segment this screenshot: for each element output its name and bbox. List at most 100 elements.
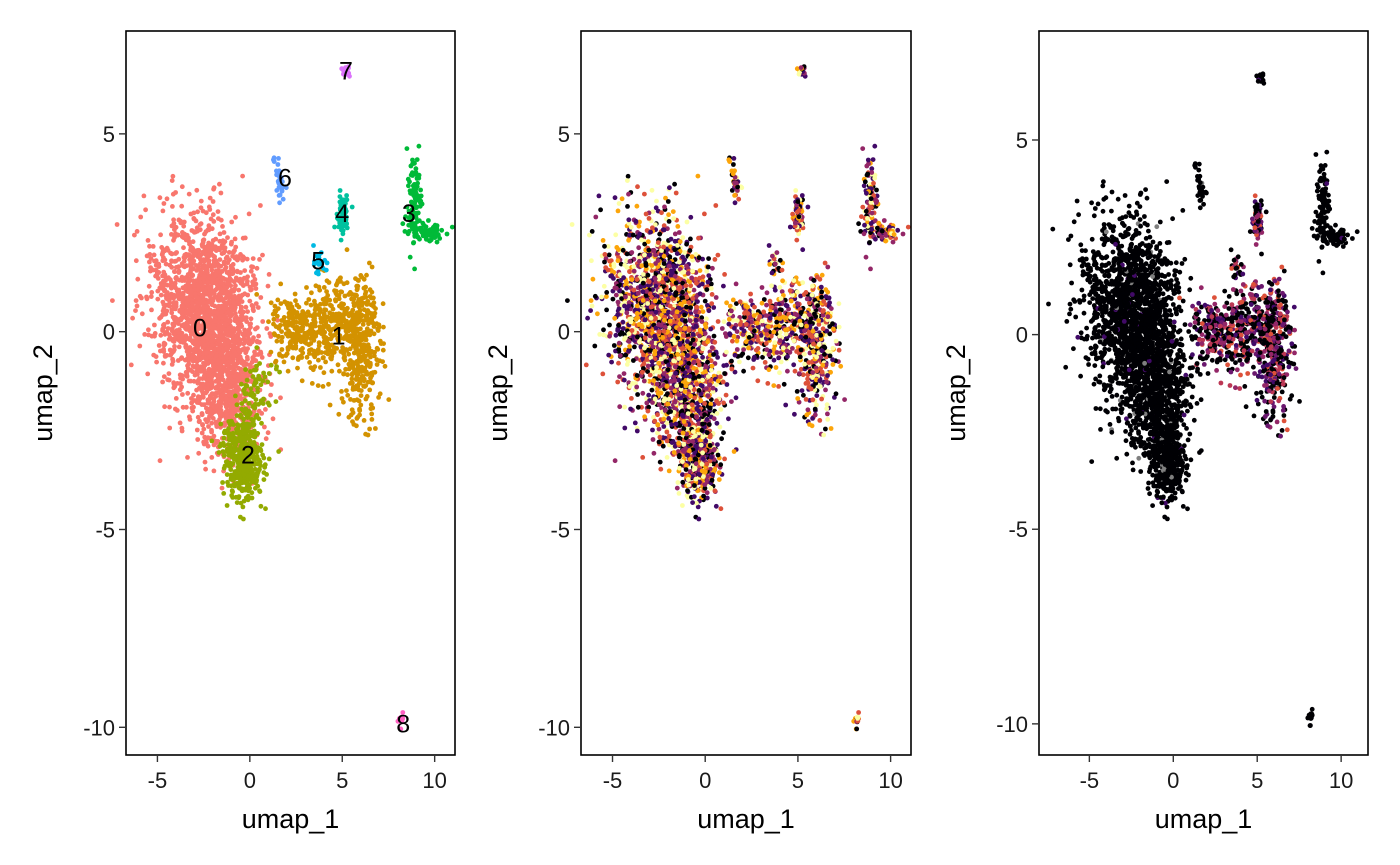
data-point [275, 317, 280, 323]
data-point [589, 258, 594, 264]
data-point [232, 248, 237, 253]
data-point [197, 396, 203, 402]
data-point [322, 338, 327, 344]
data-point [351, 422, 357, 427]
data-point [625, 204, 630, 209]
data-point [675, 224, 681, 229]
data-point [185, 455, 190, 460]
data-point [246, 401, 252, 406]
data-point [708, 286, 714, 291]
data-point [179, 384, 185, 390]
data-point [292, 340, 298, 345]
data-point [238, 317, 244, 323]
data-point [249, 430, 255, 436]
data-point [653, 205, 659, 211]
data-point [672, 181, 677, 187]
data-point [169, 285, 174, 291]
data-point [265, 283, 271, 289]
data-point [186, 378, 192, 384]
data-point [151, 252, 157, 258]
data-point [688, 236, 693, 242]
data-point [363, 284, 368, 290]
data-point [232, 236, 238, 242]
data-point [181, 245, 186, 251]
data-point [186, 361, 192, 367]
data-point [285, 368, 291, 374]
data-point [157, 458, 163, 464]
data-point [130, 315, 136, 321]
data-point [271, 157, 276, 163]
data-point [162, 353, 168, 358]
data-point [236, 494, 242, 499]
data-point [698, 304, 704, 310]
data-point [241, 516, 246, 522]
data-point [326, 381, 331, 387]
data-point [197, 348, 203, 354]
data-point [346, 328, 352, 334]
data-point [602, 259, 607, 265]
data-point [268, 392, 273, 398]
data-point [358, 332, 364, 338]
data-point [365, 432, 371, 438]
data-point [335, 362, 341, 368]
data-point [259, 355, 265, 360]
data-point [595, 311, 600, 317]
data-point [185, 289, 191, 295]
data-point [217, 292, 223, 298]
data-point [220, 335, 225, 341]
data-point [253, 286, 259, 291]
data-point [205, 227, 211, 233]
data-point [423, 234, 429, 240]
data-point [176, 287, 182, 293]
data-point [310, 367, 316, 373]
data-point [224, 412, 230, 418]
data-point [160, 208, 166, 214]
data-point [221, 356, 226, 361]
data-point [364, 272, 369, 278]
data-point [298, 347, 304, 353]
data-point [309, 290, 314, 296]
data-point [259, 411, 265, 416]
data-point [346, 313, 352, 319]
data-point [257, 257, 262, 262]
data-point [635, 392, 640, 397]
data-point [368, 379, 374, 385]
data-point [226, 426, 231, 432]
data-point [242, 398, 248, 404]
data-point [190, 408, 196, 414]
data-point [134, 229, 140, 234]
data-point [277, 352, 282, 358]
data-point [229, 364, 235, 370]
data-point [229, 353, 235, 358]
data-point [382, 363, 388, 369]
data-point [374, 345, 380, 351]
data-point [158, 232, 164, 238]
data-point [361, 378, 367, 384]
data-point [185, 272, 191, 277]
data-point [207, 407, 213, 413]
data-point [405, 231, 411, 237]
data-point [308, 302, 314, 308]
data-point [651, 247, 657, 253]
data-point [201, 402, 207, 408]
data-point [349, 296, 354, 302]
data-point [339, 396, 345, 401]
data-point [343, 310, 348, 315]
data-point [234, 413, 240, 418]
data-point [337, 188, 343, 193]
data-point [205, 443, 211, 449]
data-point [241, 374, 247, 379]
data-point [147, 243, 152, 249]
data-point [369, 411, 375, 417]
data-point [374, 321, 380, 327]
data-point [185, 298, 191, 303]
data-point [225, 479, 230, 485]
data-point [160, 379, 166, 385]
data-point [625, 173, 631, 179]
data-point [435, 232, 441, 237]
data-point [231, 300, 237, 305]
data-point [221, 259, 227, 265]
data-point [363, 289, 369, 295]
data-point [276, 334, 281, 340]
data-point [220, 224, 225, 229]
